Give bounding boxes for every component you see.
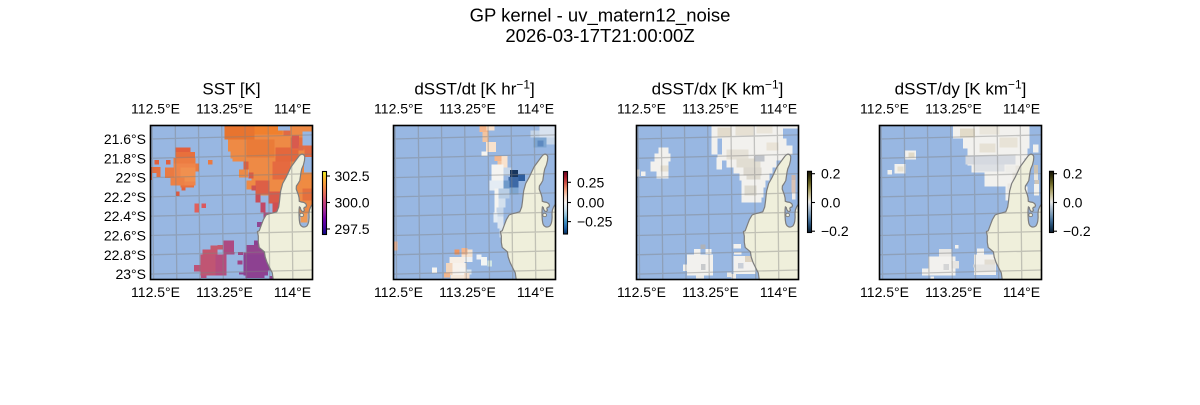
svg-text:112.5°E: 112.5°E (860, 101, 909, 117)
svg-text:113.25°E: 113.25°E (196, 101, 253, 117)
svg-text:297.5: 297.5 (335, 221, 370, 237)
svg-text:−0.25: −0.25 (577, 214, 613, 230)
svg-text:0.0: 0.0 (1063, 195, 1083, 211)
svg-text:112.5°E: 112.5°E (617, 101, 666, 117)
svg-text:SST [K]: SST [K] (202, 80, 260, 99)
svg-text:113.25°E: 113.25°E (925, 101, 982, 117)
svg-text:113.25°E: 113.25°E (439, 101, 496, 117)
svg-text:0.0: 0.0 (821, 195, 841, 211)
svg-text:2026-03-17T21:00:00Z: 2026-03-17T21:00:00Z (505, 25, 694, 46)
svg-text:114°E: 114°E (1003, 101, 1040, 117)
svg-text:113.25°E: 113.25°E (925, 284, 982, 300)
svg-text:0.2: 0.2 (1063, 166, 1083, 182)
svg-text:dSST/dx [K km−1]: dSST/dx [K km−1] (652, 78, 784, 99)
svg-text:112.5°E: 112.5°E (131, 101, 180, 117)
svg-text:22.2°S: 22.2°S (104, 189, 146, 205)
svg-text:113.25°E: 113.25°E (196, 284, 253, 300)
svg-text:22.8°S: 22.8°S (104, 247, 146, 263)
svg-text:22.6°S: 22.6°S (104, 228, 146, 244)
svg-text:GP kernel - uv_matern12_noise: GP kernel - uv_matern12_noise (470, 5, 731, 27)
svg-text:114°E: 114°E (517, 101, 554, 117)
svg-text:302.5: 302.5 (335, 168, 370, 184)
svg-text:114°E: 114°E (1003, 284, 1040, 300)
svg-text:112.5°E: 112.5°E (131, 284, 180, 300)
svg-text:22.4°S: 22.4°S (104, 208, 146, 224)
svg-text:112.5°E: 112.5°E (860, 284, 909, 300)
svg-text:21.6°S: 21.6°S (104, 131, 146, 147)
svg-text:114°E: 114°E (517, 284, 554, 300)
svg-text:dSST/dy [K km−1]: dSST/dy [K km−1] (895, 78, 1027, 99)
svg-text:0.00: 0.00 (577, 195, 604, 211)
svg-text:114°E: 114°E (274, 284, 311, 300)
svg-text:23°S: 23°S (115, 266, 146, 282)
svg-text:dSST/dt [K hr−1]: dSST/dt [K hr−1] (414, 78, 534, 99)
svg-text:112.5°E: 112.5°E (374, 284, 423, 300)
svg-text:−0.2: −0.2 (821, 223, 849, 239)
svg-text:113.25°E: 113.25°E (439, 284, 496, 300)
svg-text:300.0: 300.0 (335, 195, 370, 211)
svg-text:22°S: 22°S (115, 170, 146, 186)
svg-text:113.25°E: 113.25°E (682, 284, 739, 300)
svg-text:114°E: 114°E (760, 284, 797, 300)
svg-text:−0.2: −0.2 (1063, 223, 1091, 239)
svg-text:0.25: 0.25 (577, 174, 604, 190)
svg-text:114°E: 114°E (274, 101, 311, 117)
svg-text:114°E: 114°E (760, 101, 797, 117)
svg-text:21.8°S: 21.8°S (104, 150, 146, 166)
svg-text:0.2: 0.2 (821, 166, 841, 182)
svg-text:112.5°E: 112.5°E (617, 284, 666, 300)
svg-text:113.25°E: 113.25°E (682, 101, 739, 117)
svg-text:112.5°E: 112.5°E (374, 101, 423, 117)
